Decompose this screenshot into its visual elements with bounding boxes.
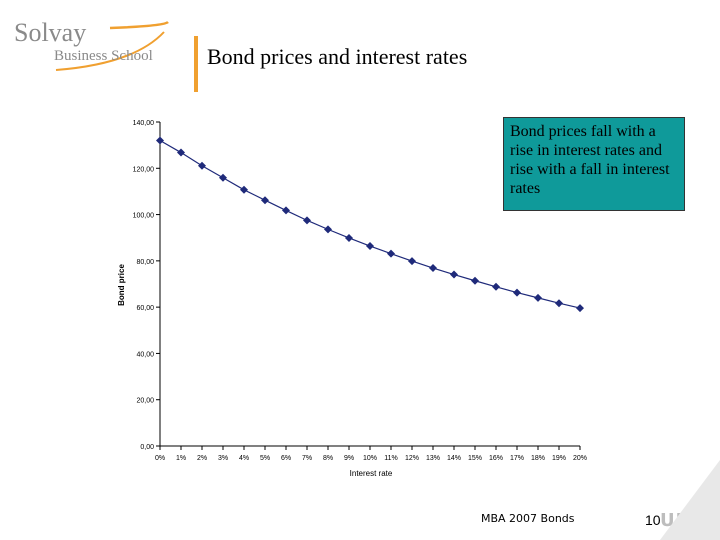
data-point: [219, 173, 227, 182]
x-tick-label: 4%: [239, 455, 249, 462]
y-tick-label: 140,00: [133, 120, 155, 127]
x-tick-label: 9%: [344, 455, 354, 462]
x-tick-label: 7%: [302, 455, 312, 462]
x-tick-label: 8%: [323, 455, 333, 462]
callout-box: Bond prices fall with a rise in interest…: [503, 117, 685, 211]
data-point: [555, 299, 563, 308]
solvay-logo: Solvay Business School: [14, 18, 174, 78]
data-point: [177, 148, 185, 157]
x-tick-label: 16%: [489, 455, 503, 462]
x-tick-label: 19%: [552, 455, 566, 462]
logo-swoosh-icon: [55, 20, 169, 71]
corner-decoration-icon: [660, 460, 720, 540]
data-point: [345, 233, 353, 242]
y-tick-label: 100,00: [133, 213, 155, 220]
data-point: [576, 304, 584, 313]
y-tick-label: 120,00: [133, 166, 155, 173]
data-point: [282, 206, 290, 215]
x-tick-label: 18%: [531, 455, 545, 462]
slide-title: Bond prices and interest rates: [207, 44, 468, 69]
data-point: [366, 242, 374, 251]
x-tick-label: 2%: [197, 455, 207, 462]
data-point: [471, 276, 479, 285]
chart-series: [156, 136, 584, 313]
page-number: 10: [645, 512, 661, 528]
data-point: [534, 293, 542, 302]
y-tick-labels: 0,00 20,00 40,00 60,00 80,00 100,00 120,00 140,…: [133, 120, 160, 451]
x-tick-label: 1%: [176, 455, 186, 462]
footer-text: MBA 2007 Bonds: [481, 512, 575, 525]
x-axis-label: Interest rate: [350, 469, 393, 478]
data-point: [450, 270, 458, 279]
x-tick-label: 11%: [384, 455, 398, 462]
data-point: [303, 216, 311, 225]
title-accent-bar: [194, 36, 198, 92]
x-tick-label: 13%: [426, 455, 440, 462]
x-tick-label: 15%: [468, 455, 482, 462]
x-tick-label: 6%: [281, 455, 291, 462]
x-tick-label: 0%: [155, 455, 165, 462]
x-tick-label: 17%: [510, 455, 524, 462]
y-tick-label: 40,00: [136, 351, 154, 358]
data-point: [387, 249, 395, 258]
logo-sub-text: Business School: [54, 48, 153, 64]
data-point: [429, 264, 437, 273]
x-tick-label: 14%: [447, 455, 461, 462]
data-point: [240, 185, 248, 194]
logo-main-text: Solvay: [14, 18, 87, 47]
y-tick-label: 60,00: [136, 305, 154, 312]
y-tick-label: 20,00: [136, 398, 154, 405]
data-point: [198, 161, 206, 170]
y-tick-label: 0,00: [140, 444, 154, 451]
x-tick-label: 12%: [405, 455, 419, 462]
data-point: [324, 225, 332, 234]
data-point: [492, 282, 500, 291]
x-tick-label: 5%: [260, 455, 270, 462]
x-tick-labels: 0% 1% 2% 3% 4% 5% 6% 7% 8% 9% 10% 11% 12% 13% 14% 15% 16…: [155, 446, 587, 462]
x-tick-label: 3%: [218, 455, 228, 462]
x-tick-label: 20%: [573, 455, 587, 462]
x-tick-label: 10%: [363, 455, 377, 462]
data-point: [261, 196, 269, 205]
y-tick-label: 80,00: [136, 259, 154, 266]
y-axis-label: Bond price: [117, 264, 126, 306]
data-point: [156, 136, 164, 145]
data-point: [513, 288, 521, 297]
data-point: [408, 257, 416, 266]
